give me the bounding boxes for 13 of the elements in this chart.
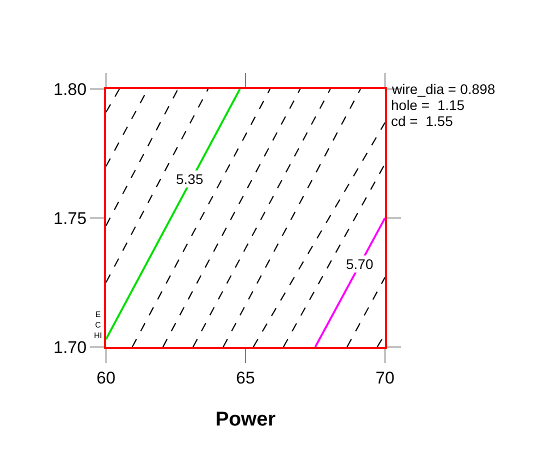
- annotation: 5.70: [346, 256, 374, 272]
- y-tick-label: 1.70: [54, 338, 87, 357]
- x-axis-title: Power: [215, 408, 276, 430]
- y-tick-label: 1.75: [54, 208, 87, 228]
- x-tick-label: 60: [96, 368, 116, 388]
- x-tick-label: 65: [236, 368, 255, 388]
- text: cd = 1.55: [391, 113, 454, 129]
- y-tick-label: 1.80: [54, 80, 87, 99]
- x-tick-label: 70: [376, 368, 394, 388]
- text: wire_dia = 0.898: [391, 81, 496, 97]
- text: E C HI: [94, 310, 102, 340]
- text: hole = 1.15: [391, 97, 465, 113]
- annotation: 5.35: [176, 171, 204, 187]
